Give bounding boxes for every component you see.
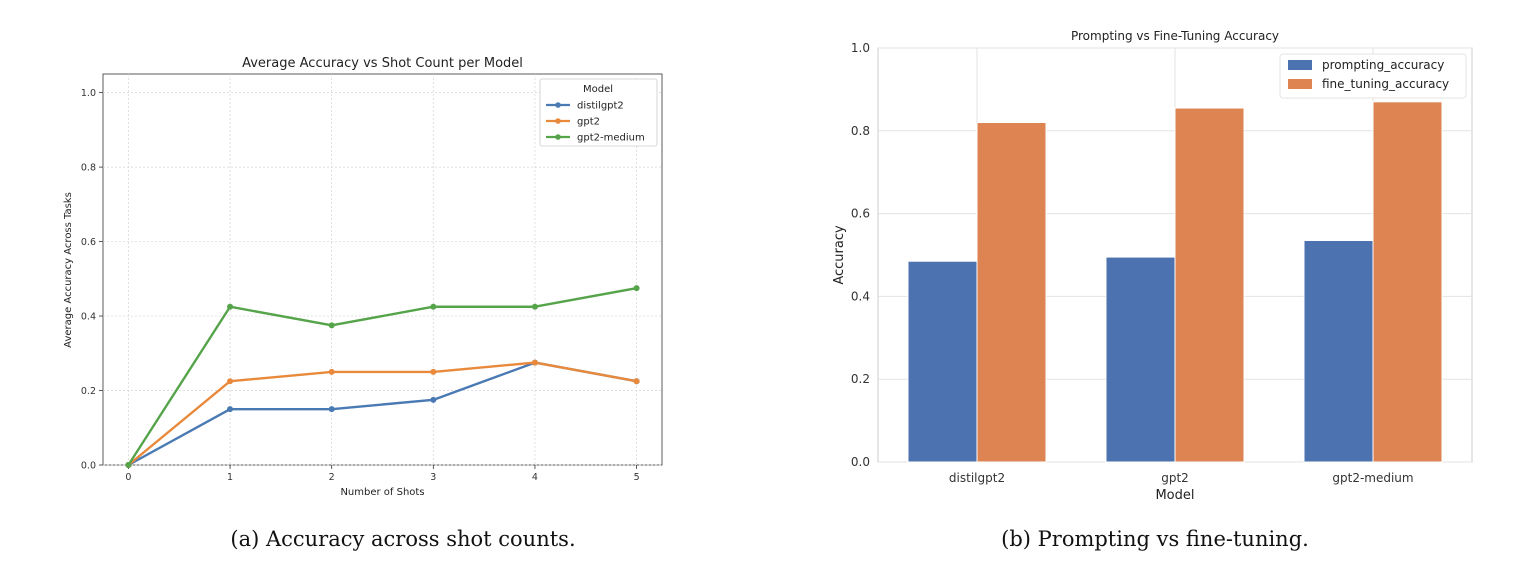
chart-a-y-tick-label: 1.0 [81, 88, 96, 99]
chart-b-y-ticks: 0.0 0.2 0.4 0.6 0.8 1.0 [851, 41, 870, 469]
chart-a-point-gpt2-medium [125, 462, 132, 468]
chart-b-bar-fine_tuning_accuracy-distilgpt2 [976, 122, 1047, 463]
chart-a-series [125, 285, 640, 468]
chart-b-legend-label: prompting_accuracy [1322, 58, 1444, 72]
chart-a-x-tick-label: 2 [329, 472, 335, 483]
chart-a-x-tick-label: 4 [532, 472, 538, 483]
chart-a-point-gpt2 [227, 378, 234, 385]
chart-b-bars [907, 101, 1443, 463]
chart-a-x-tick-label: 5 [634, 472, 640, 483]
caption-b: (b) Prompting vs fine-tuning. [1001, 527, 1309, 551]
chart-a-legend-label: distilgpt2 [577, 101, 624, 112]
chart-b-y-tick-label: 1.0 [851, 41, 870, 55]
chart-b-y-tick-label: 0.2 [851, 372, 870, 386]
chart-b-y-axis-label: Accuracy [832, 225, 847, 285]
chart-a-legend-box [539, 78, 658, 147]
chart-b-title: Prompting vs Fine-Tuning Accuracy [1071, 29, 1279, 43]
chart-a-legend-label: gpt2 [577, 117, 600, 128]
chart-a-y-tick-label: 0.0 [81, 461, 96, 472]
chart-a-legend-marker [555, 102, 561, 108]
chart-a-point-gpt2 [328, 368, 335, 375]
chart-b-y-tick-label: 0.8 [851, 124, 870, 138]
chart-b-x-ticks: distilgpt2 gpt2 gpt2-medium [949, 471, 1414, 485]
chart-b-x-tick-label: gpt2-medium [1332, 471, 1413, 485]
chart-b-bar-prompting_accuracy-gpt2 [1105, 256, 1176, 463]
chart-b-y-tick-label: 0.4 [851, 289, 870, 303]
chart-a-x-ticks: 0 1 2 3 4 5 [125, 465, 640, 483]
chart-a-y-tick-label: 0.6 [81, 237, 96, 248]
chart-a-point-gpt2-medium [227, 303, 234, 310]
caption-a: (a) Accuracy across shot counts. [230, 527, 575, 551]
chart-a-point-gpt2-medium [531, 303, 538, 310]
chart-a-x-tick-label: 3 [430, 472, 436, 483]
chart-b-legend: prompting_accuracy fine_tuning_accuracy [1279, 53, 1467, 99]
chart-a-point-gpt2 [633, 378, 640, 385]
chart-a-legend-label: gpt2-medium [577, 133, 645, 144]
chart-a-point-gpt2 [531, 359, 538, 366]
chart-a-x-axis-label: Number of Shots [340, 487, 424, 498]
chart-a-legend-title: Model [583, 84, 613, 95]
chart-a-point-gpt2-medium [328, 322, 335, 329]
chart-b-legend-label: fine_tuning_accuracy [1322, 77, 1449, 91]
chart-a-y-tick-label: 0.8 [81, 163, 96, 174]
chart-b-bar-prompting_accuracy-gpt2-medium [1303, 240, 1374, 463]
chart-b-x-axis-label: Model [1155, 488, 1194, 503]
chart-b: 0.0 0.2 0.4 0.6 0.8 1.0 distilgpt2 gpt2 gpt2-me… [832, 29, 1473, 503]
chart-b-bar-fine_tuning_accuracy-gpt2-medium [1372, 101, 1443, 463]
chart-a-point-gpt2 [430, 368, 437, 375]
chart-a-x-tick-label: 1 [227, 472, 233, 483]
chart-b-bar-prompting_accuracy-distilgpt2 [907, 260, 978, 463]
chart-b-x-tick-label: gpt2 [1161, 471, 1189, 485]
chart-a-grid [103, 74, 662, 466]
chart-a-legend: Model distilgpt2 gpt2 gpt2-medium [539, 78, 658, 147]
chart-a-y-tick-label: 0.4 [81, 312, 96, 323]
chart-a-point-gpt2-medium [430, 303, 437, 310]
chart-b-y-tick-label: 0.6 [851, 207, 870, 221]
chart-a-y-axis-label: Average Accuracy Across Tasks [63, 192, 74, 348]
chart-a-x-tick-label: 0 [125, 472, 131, 483]
chart-a-y-ticks: 0.0 0.2 0.4 0.6 0.8 1.0 [81, 88, 103, 472]
chart-a-point-distilgpt2 [227, 406, 234, 413]
chart-b-x-tick-label: distilgpt2 [949, 471, 1005, 485]
chart-a-series-line-gpt2-medium [127, 286, 637, 466]
chart-a-series-line-gpt2 [127, 361, 637, 466]
chart-b-legend-swatch [1288, 79, 1312, 89]
chart-a-point-distilgpt2 [430, 396, 437, 403]
chart-a: 0.0 0.2 0.4 0.6 0.8 1.0 0 1 2 3 4 5 Average Accura… [63, 56, 663, 498]
chart-b-legend-swatch [1288, 60, 1312, 70]
chart-a-point-gpt2-medium [633, 285, 640, 292]
chart-b-legend-box [1279, 53, 1467, 99]
chart-a-legend-marker [555, 118, 561, 124]
chart-a-point-distilgpt2 [328, 406, 335, 413]
chart-a-legend-marker [555, 134, 561, 140]
chart-b-bar-fine_tuning_accuracy-gpt2 [1174, 107, 1245, 463]
chart-a-y-tick-label: 0.2 [81, 386, 96, 397]
chart-a-title: Average Accuracy vs Shot Count per Model [242, 56, 523, 71]
chart-b-y-tick-label: 0.0 [851, 455, 870, 469]
